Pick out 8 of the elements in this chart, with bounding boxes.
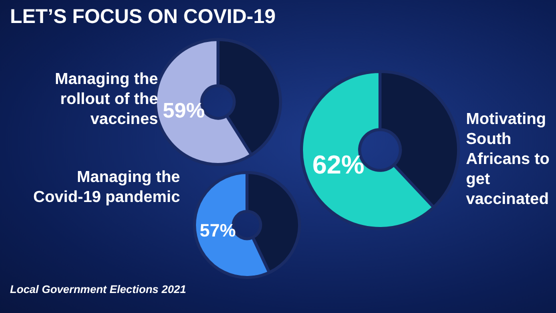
text: Managing the Covid-19 pandemic [32, 168, 180, 208]
data-label: 57% [200, 220, 236, 241]
text: Managing the rollout of the vaccines [54, 70, 158, 130]
text: Motivating South Africans to get vaccinated [466, 110, 551, 210]
text: LET’S FOCUS ON COVID-19 [10, 6, 276, 29]
data-label: 59% [162, 100, 206, 123]
data-label: 62% [312, 150, 364, 180]
text: Local Government Elections 2021 [10, 284, 186, 296]
